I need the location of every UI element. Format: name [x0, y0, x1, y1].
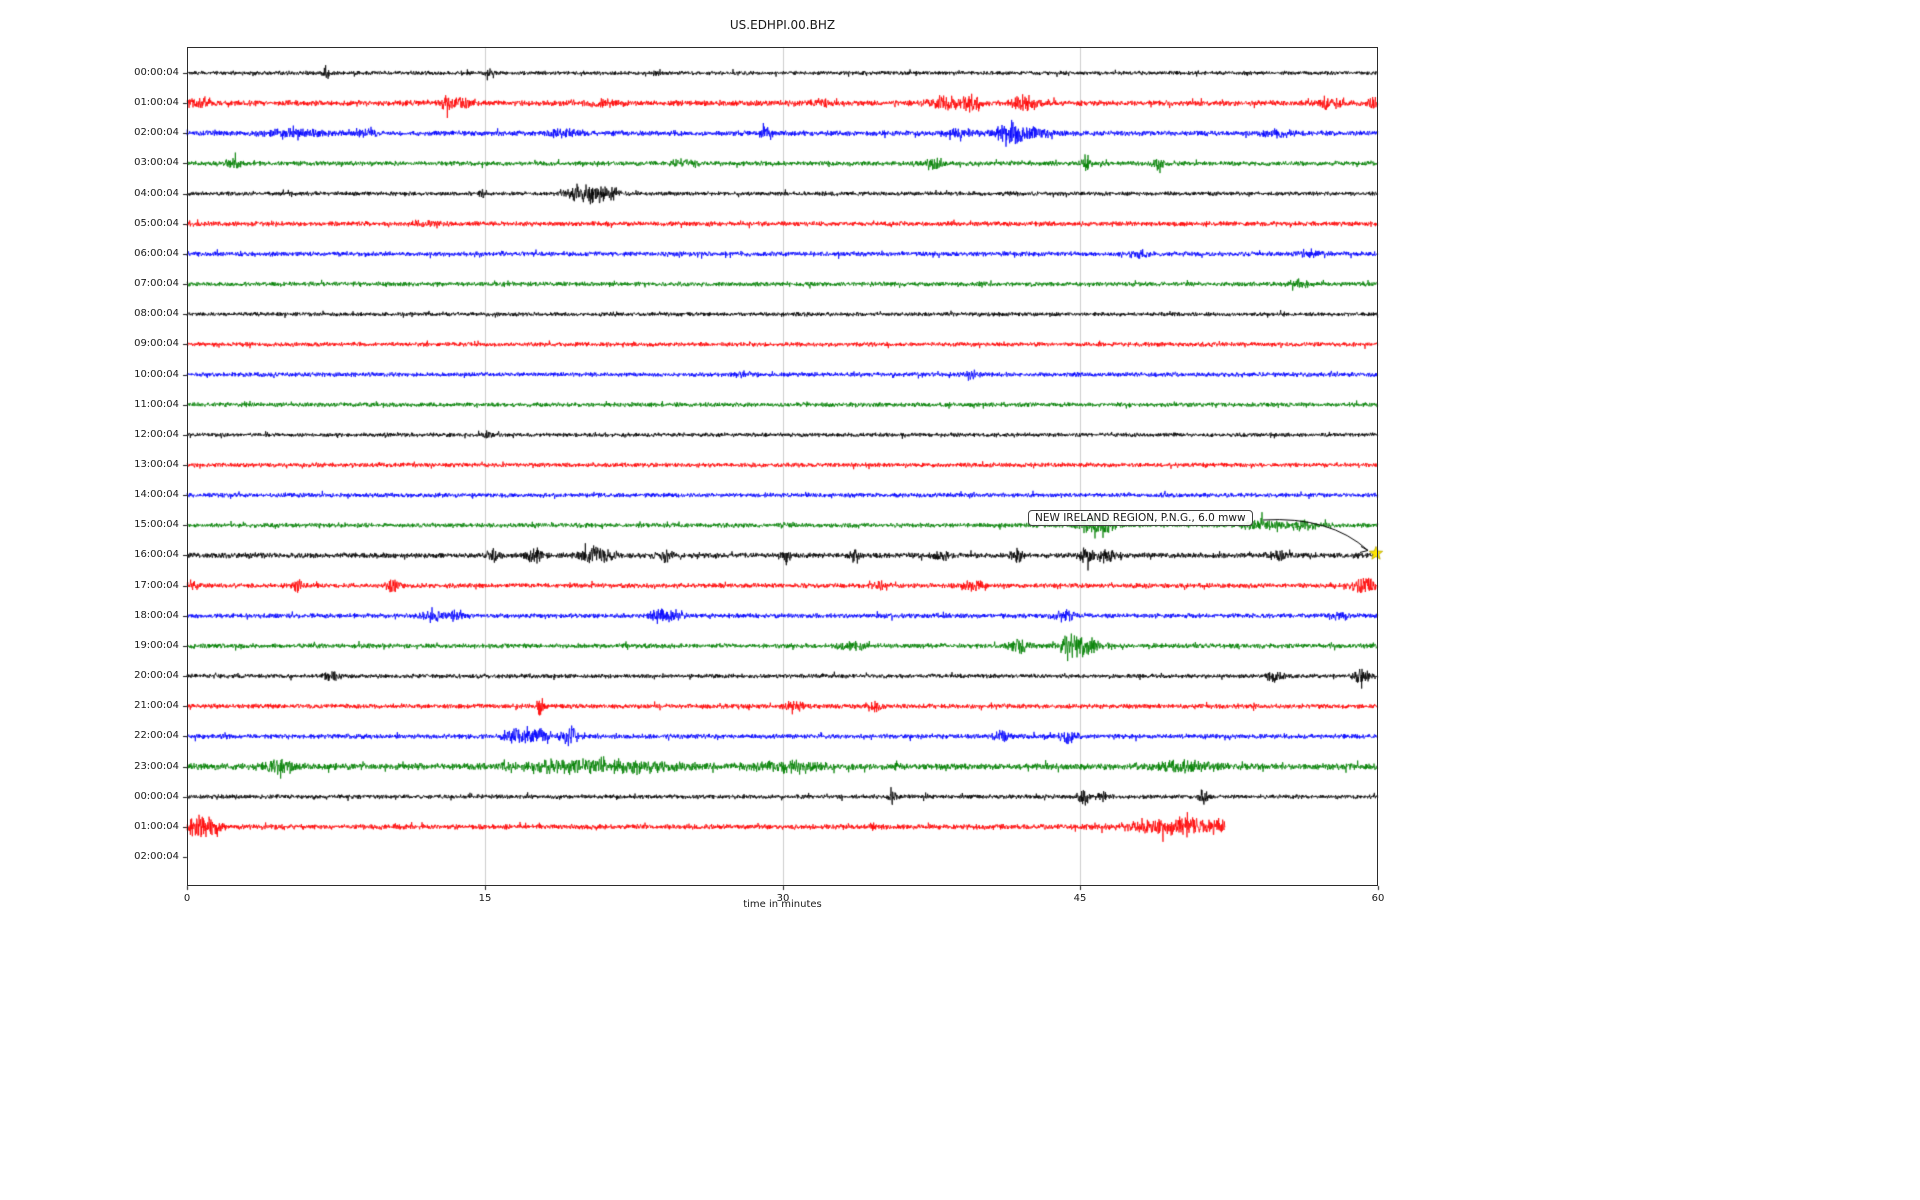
- row-label: 15:00:04: [134, 519, 179, 530]
- x-tick-label: 15: [478, 893, 492, 904]
- event-annotation-box: NEW IRELAND REGION, P.N.G., 6.0 mww: [1028, 510, 1253, 526]
- row-label: 11:00:04: [134, 399, 179, 410]
- row-label: 10:00:04: [134, 369, 179, 380]
- x-tick-label: 30: [776, 893, 790, 904]
- row-label: 02:00:04: [134, 127, 179, 138]
- chart-title: US.EDHPI.00.BHZ: [729, 18, 836, 32]
- row-label: 00:00:04: [134, 67, 179, 78]
- row-label: 20:00:04: [134, 670, 179, 681]
- row-label: 16:00:04: [134, 549, 179, 560]
- row-label: 05:00:04: [134, 218, 179, 229]
- row-label: 09:00:04: [134, 338, 179, 349]
- row-label: 04:00:04: [134, 188, 179, 199]
- row-label: 12:00:04: [134, 429, 179, 440]
- plot-border: [187, 47, 1378, 886]
- x-tick-label: 0: [183, 893, 191, 904]
- row-label: 06:00:04: [134, 248, 179, 259]
- x-axis-label: time in minutes: [743, 899, 822, 910]
- row-label: 18:00:04: [134, 610, 179, 621]
- row-label: 07:00:04: [134, 278, 179, 289]
- row-label: 21:00:04: [134, 700, 179, 711]
- row-label: 13:00:04: [134, 459, 179, 470]
- row-label: 22:00:04: [134, 730, 179, 741]
- row-label: 02:00:04: [134, 851, 179, 862]
- x-tick-label: 45: [1073, 893, 1087, 904]
- row-label: 01:00:04: [134, 821, 179, 832]
- row-label: 01:00:04: [134, 97, 179, 108]
- row-label: 08:00:04: [134, 308, 179, 319]
- row-label: 23:00:04: [134, 761, 179, 772]
- row-label: 00:00:04: [134, 791, 179, 802]
- row-label: 19:00:04: [134, 640, 179, 651]
- row-label: 14:00:04: [134, 489, 179, 500]
- row-label: 03:00:04: [134, 157, 179, 168]
- x-tick-label: 60: [1371, 893, 1385, 904]
- row-label: 17:00:04: [134, 580, 179, 591]
